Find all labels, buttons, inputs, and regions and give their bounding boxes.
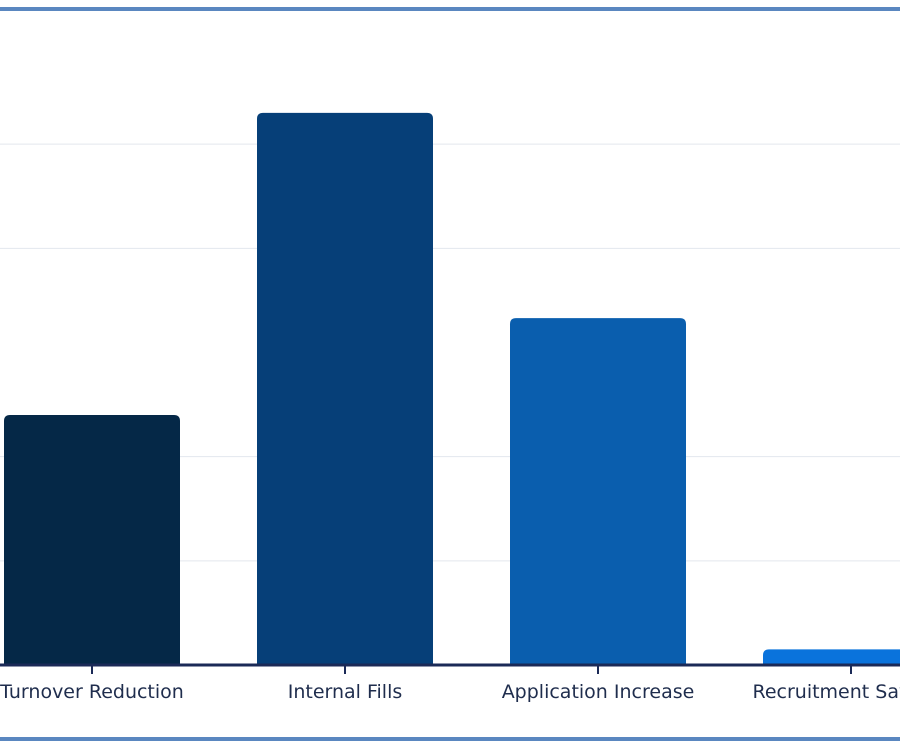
bars <box>4 112 900 665</box>
x-tick-label: Application Increase <box>502 681 695 703</box>
top-border <box>0 7 900 11</box>
x-axis-ticks <box>91 665 852 674</box>
x-tick-label: Recruitment Savings <box>752 681 900 703</box>
x-axis-labels: Turnover Reduction Internal Fills Applicat… <box>0 681 900 703</box>
bar-turnover-reduction <box>4 415 180 665</box>
x-tick-label: Turnover Reduction <box>0 681 184 703</box>
bar-application-increase <box>510 318 686 665</box>
bottom-border <box>0 737 900 741</box>
x-tick-label: Internal Fills <box>288 681 403 703</box>
bar-recruitment-savings <box>763 649 900 665</box>
bar-internal-fills <box>257 112 433 665</box>
